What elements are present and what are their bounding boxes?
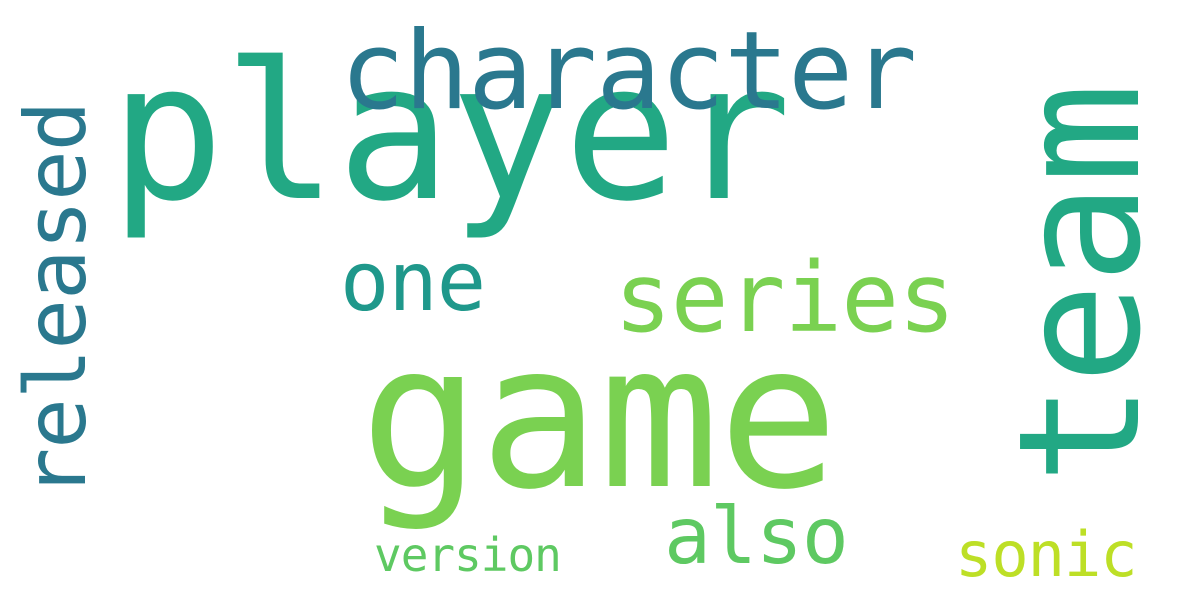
word-series: series	[614, 242, 956, 354]
word-sonic: sonic	[955, 518, 1138, 591]
word-player: player	[110, 22, 791, 243]
word-also: also	[664, 492, 849, 582]
word-released: released	[7, 101, 105, 499]
word-one: one	[340, 235, 486, 330]
word-team: team	[982, 83, 1178, 485]
word-version: version	[374, 528, 562, 582]
word-character: character	[340, 9, 917, 134]
word-game: game	[360, 301, 839, 534]
